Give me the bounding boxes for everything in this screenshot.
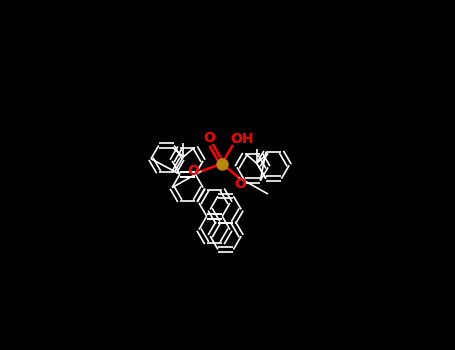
Text: O: O xyxy=(187,164,199,178)
Text: O: O xyxy=(204,131,216,145)
Text: O: O xyxy=(234,177,246,191)
Text: OH: OH xyxy=(230,132,254,146)
